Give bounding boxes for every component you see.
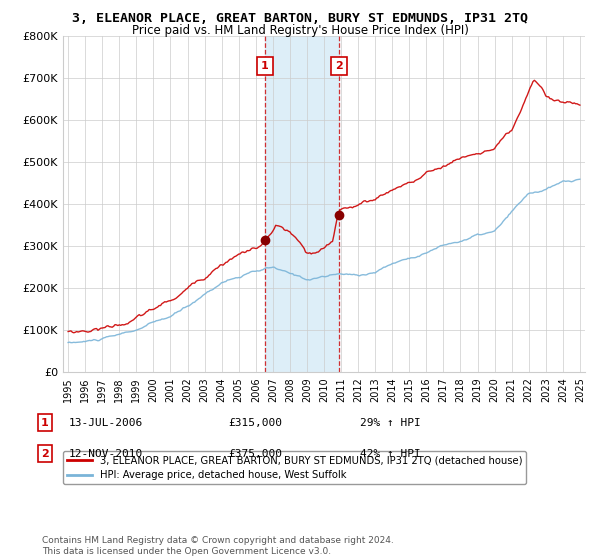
Text: Contains HM Land Registry data © Crown copyright and database right 2024.
This d: Contains HM Land Registry data © Crown c… <box>42 536 394 556</box>
Text: 2: 2 <box>41 449 49 459</box>
Text: 29% ↑ HPI: 29% ↑ HPI <box>360 418 421 428</box>
Text: 1: 1 <box>41 418 49 428</box>
Text: 2: 2 <box>335 61 343 71</box>
Legend: 3, ELEANOR PLACE, GREAT BARTON, BURY ST EDMUNDS, IP31 2TQ (detached house), HPI:: 3, ELEANOR PLACE, GREAT BARTON, BURY ST … <box>63 451 526 484</box>
Text: Price paid vs. HM Land Registry's House Price Index (HPI): Price paid vs. HM Land Registry's House … <box>131 24 469 37</box>
Text: 12-NOV-2010: 12-NOV-2010 <box>69 449 143 459</box>
Text: £375,000: £375,000 <box>228 449 282 459</box>
Text: £315,000: £315,000 <box>228 418 282 428</box>
Text: 3, ELEANOR PLACE, GREAT BARTON, BURY ST EDMUNDS, IP31 2TQ: 3, ELEANOR PLACE, GREAT BARTON, BURY ST … <box>72 12 528 25</box>
Text: 13-JUL-2006: 13-JUL-2006 <box>69 418 143 428</box>
Text: 42% ↑ HPI: 42% ↑ HPI <box>360 449 421 459</box>
Text: 1: 1 <box>261 61 269 71</box>
Bar <box>265 36 339 372</box>
